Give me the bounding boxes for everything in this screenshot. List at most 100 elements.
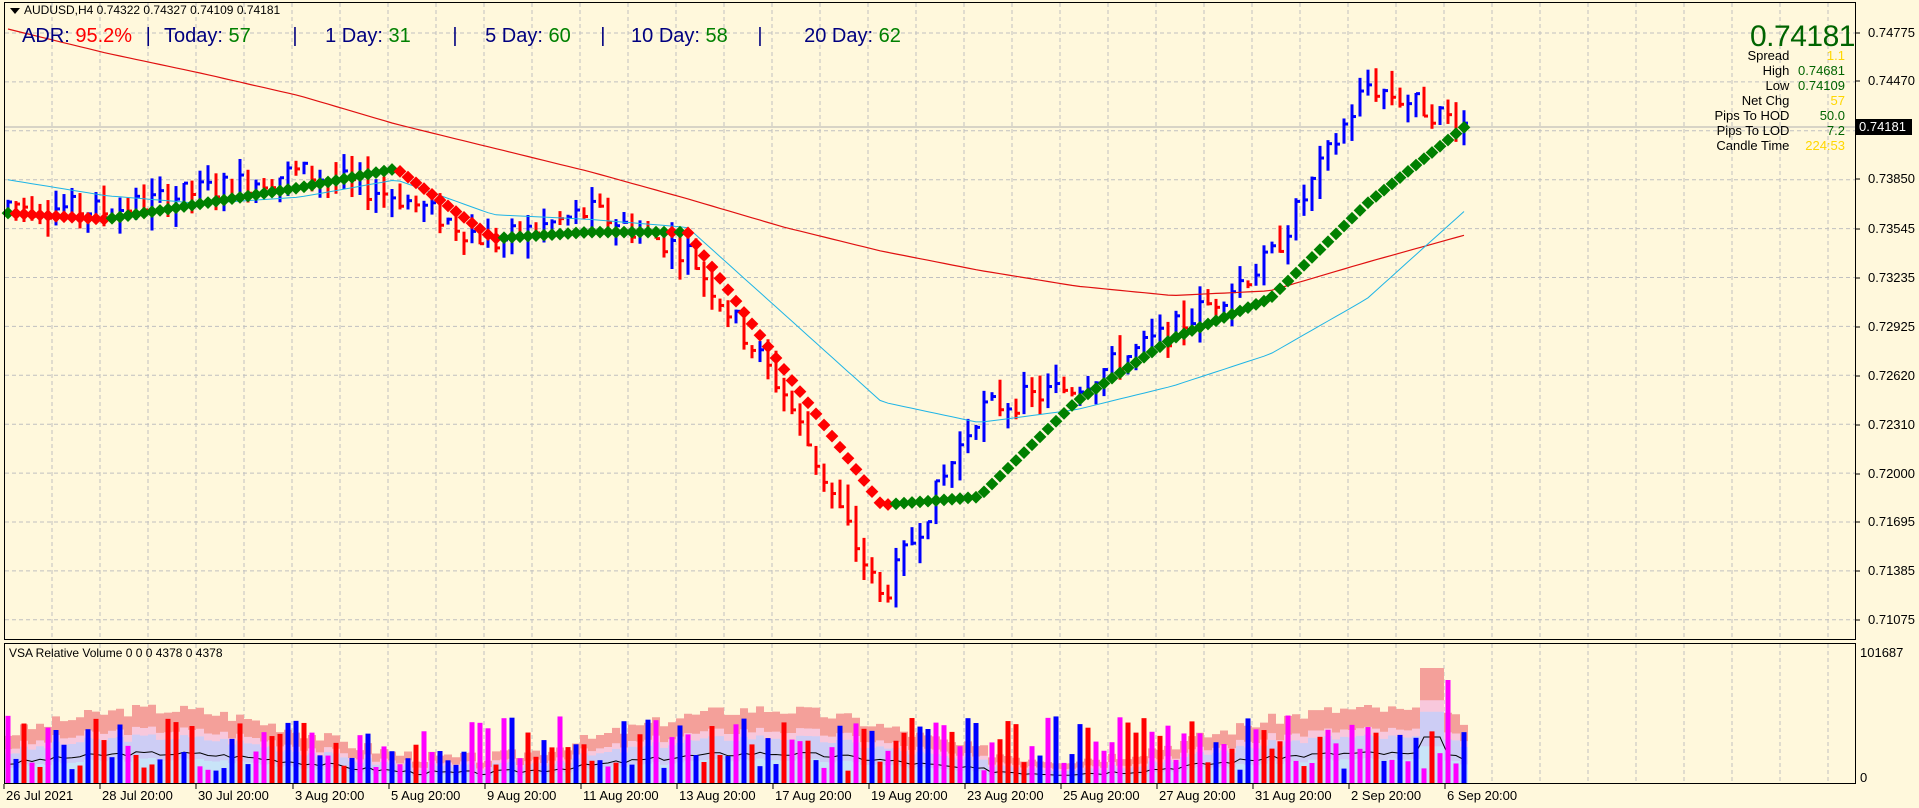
volume-bar bbox=[1373, 732, 1379, 783]
trend-diamond bbox=[321, 175, 335, 189]
day1-value: 31 bbox=[388, 25, 411, 47]
volume-bar bbox=[853, 723, 859, 783]
volume-bar bbox=[1349, 724, 1355, 783]
volume-bar bbox=[533, 756, 539, 783]
trend-diamond bbox=[65, 210, 79, 224]
volume-bar bbox=[877, 761, 883, 783]
volume-bar bbox=[1221, 744, 1227, 783]
volume-bar bbox=[269, 736, 275, 783]
trend-diamond bbox=[145, 205, 159, 219]
today-value: 57 bbox=[228, 25, 251, 47]
current-price-display: 0.74181 bbox=[1750, 20, 1855, 53]
volume-bar bbox=[1093, 741, 1099, 783]
trend-diamond bbox=[361, 167, 375, 181]
trend-diamond bbox=[289, 181, 303, 195]
volume-bar bbox=[261, 732, 267, 783]
price-axis-label: 0.71695 bbox=[1868, 514, 1915, 529]
info-row-value: 224:53 bbox=[1805, 138, 1845, 153]
volume-bar bbox=[1021, 762, 1027, 783]
trend-diamond bbox=[353, 169, 367, 183]
time-axis-label: 5 Aug 20:00 bbox=[391, 788, 461, 803]
trend-diamond bbox=[73, 211, 87, 225]
trend-diamond bbox=[217, 193, 231, 207]
trend-diamond bbox=[401, 170, 415, 184]
volume-bar bbox=[1317, 736, 1323, 783]
main-price-panel bbox=[4, 2, 1856, 640]
volume-bar bbox=[557, 716, 563, 783]
info-row-value: 7.2 bbox=[1826, 123, 1845, 138]
volume-bar bbox=[405, 758, 411, 783]
volume-bar bbox=[1037, 755, 1043, 783]
trend-diamond bbox=[409, 176, 423, 190]
volume-bar bbox=[1277, 741, 1283, 783]
volume-bar bbox=[1165, 725, 1171, 783]
volume-bar bbox=[317, 755, 323, 783]
volume-bar bbox=[309, 732, 315, 783]
volume-bar bbox=[773, 764, 779, 783]
volume-bar bbox=[805, 740, 811, 783]
volume-min-label: 0 bbox=[1860, 770, 1868, 785]
volume-bar bbox=[429, 752, 435, 783]
volume-bar bbox=[573, 744, 579, 783]
volume-bar bbox=[781, 722, 787, 783]
volume-bar bbox=[477, 722, 483, 783]
volume-bar bbox=[397, 764, 403, 783]
volume-bar bbox=[693, 755, 699, 783]
volume-bar bbox=[469, 722, 475, 783]
day20-value: 62 bbox=[878, 25, 901, 47]
volume-bar bbox=[285, 722, 291, 783]
volume-bar bbox=[749, 744, 755, 783]
volume-bar bbox=[141, 767, 147, 783]
time-axis-label: 23 Aug 20:00 bbox=[967, 788, 1044, 803]
volume-bar bbox=[1133, 732, 1139, 783]
separator: | bbox=[145, 25, 151, 47]
volume-bar bbox=[1029, 746, 1035, 783]
price-axis-label: 0.73850 bbox=[1868, 171, 1915, 186]
volume-bar bbox=[1405, 761, 1411, 783]
volume-bar bbox=[821, 767, 827, 783]
adr-stats-line: ADR: 95.2% | Today: 57 | 1 Day: 31 | 5 D… bbox=[22, 25, 901, 48]
volume-bar bbox=[93, 718, 99, 783]
volume-bar bbox=[1149, 731, 1155, 783]
info-row-label: Candle Time bbox=[1716, 138, 1793, 153]
price-axis-label: 0.72000 bbox=[1868, 466, 1915, 481]
trend-diamond bbox=[129, 207, 143, 221]
volume-bar bbox=[1005, 721, 1011, 783]
volume-bar bbox=[1197, 733, 1203, 783]
volume-bar bbox=[733, 724, 739, 783]
collapse-triangle-icon[interactable] bbox=[10, 7, 20, 14]
day20-label: 20 Day: bbox=[804, 25, 874, 47]
trend-diamond bbox=[457, 210, 471, 224]
volume-bar bbox=[997, 739, 1003, 783]
volume-bar bbox=[373, 766, 379, 783]
trend-diamond bbox=[233, 190, 247, 204]
volume-bar bbox=[1301, 766, 1307, 783]
volume-bar bbox=[957, 746, 963, 783]
time-axis-label: 17 Aug 20:00 bbox=[775, 788, 852, 803]
volume-bar bbox=[333, 742, 339, 783]
trend-diamond bbox=[81, 211, 95, 225]
day5-label: 5 Day: bbox=[485, 25, 543, 47]
volume-bar bbox=[349, 757, 355, 783]
info-row: Net Chg 57 bbox=[1625, 93, 1845, 108]
separator: | bbox=[600, 25, 606, 47]
time-axis-label: 13 Aug 20:00 bbox=[679, 788, 756, 803]
volume-bar bbox=[1445, 680, 1451, 783]
trend-diamond bbox=[281, 183, 295, 196]
volume-bar bbox=[421, 731, 427, 783]
separator: | bbox=[757, 25, 763, 47]
time-axis-label: 30 Jul 20:00 bbox=[198, 788, 269, 803]
volume-bar bbox=[1245, 718, 1251, 783]
volume-bar bbox=[173, 722, 179, 783]
info-row-value: 0.74681 bbox=[1798, 63, 1845, 78]
volume-bar bbox=[293, 720, 299, 783]
price-axis-label: 0.72925 bbox=[1868, 319, 1915, 334]
volume-bar bbox=[525, 732, 531, 783]
trend-diamond bbox=[393, 164, 407, 178]
volume-bar bbox=[221, 768, 227, 783]
info-row-value: 57 bbox=[1830, 93, 1845, 108]
volume-bar bbox=[813, 760, 819, 783]
volume-bar bbox=[613, 762, 619, 783]
